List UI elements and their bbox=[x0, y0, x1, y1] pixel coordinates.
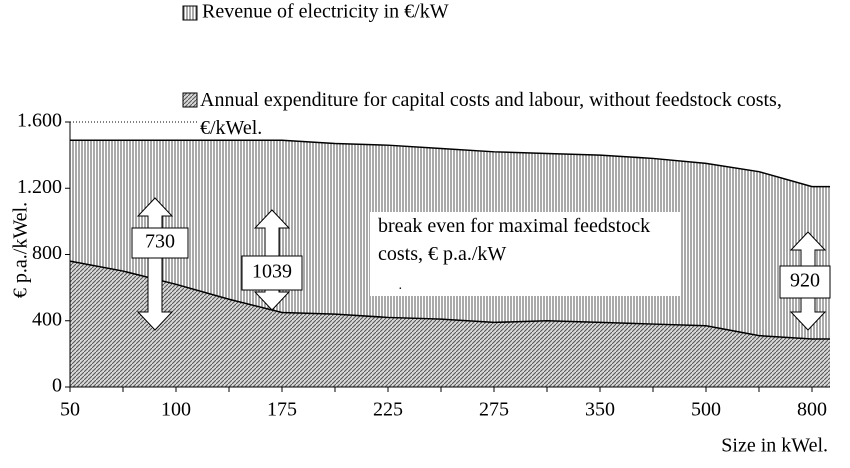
y-tick-label: 0 bbox=[52, 375, 62, 397]
label-box bbox=[131, 227, 189, 259]
legend-label: Revenue of electricity in €/kW bbox=[202, 1, 449, 23]
y-tick-label: 1.600 bbox=[17, 110, 62, 132]
arrow bbox=[136, 197, 174, 331]
dot: · bbox=[398, 282, 403, 297]
label-box bbox=[241, 255, 303, 291]
legend-swatch bbox=[182, 5, 198, 21]
y-tick-label: 400 bbox=[32, 308, 62, 330]
break-even-value: 730 bbox=[145, 231, 175, 253]
y-axis-label: € p.a./kWel. bbox=[10, 202, 32, 298]
x-tick-label: 50 bbox=[60, 399, 80, 421]
break-even-value: 920 bbox=[790, 270, 820, 292]
legend-label: Annual expenditure for capital costs and… bbox=[200, 89, 782, 139]
overlay: 730 1039 920 break even for maximal feed… bbox=[10, 1, 831, 457]
y-tick-label: 1.200 bbox=[17, 176, 62, 198]
y-tick-label: 800 bbox=[32, 242, 62, 264]
x-tick-label: 350 bbox=[585, 399, 615, 421]
legend-entry: Annual expenditure for capital costs and… bbox=[200, 89, 782, 139]
x-axis-label: Size in kWel. bbox=[721, 435, 828, 457]
x-tick-label: 275 bbox=[479, 399, 509, 421]
x-tick-label: 800 bbox=[797, 399, 827, 421]
break-even-value: 1039 bbox=[252, 261, 292, 283]
x-tick-label: 500 bbox=[691, 399, 721, 421]
area bbox=[70, 261, 830, 387]
x-tick-label: 225 bbox=[373, 399, 403, 421]
x-tick-label: 175 bbox=[267, 399, 297, 421]
area-line bbox=[69, 260, 830, 340]
annotation-box bbox=[370, 212, 680, 296]
legend-swatch bbox=[182, 92, 198, 108]
x-tick-label: 100 bbox=[161, 399, 191, 421]
label-box bbox=[779, 265, 831, 299]
annotation: break even for maximal feedstock costs, … bbox=[378, 215, 651, 265]
annotation-text: break even for maximal feedstock costs, … bbox=[378, 215, 651, 265]
area-line bbox=[70, 139, 830, 188]
